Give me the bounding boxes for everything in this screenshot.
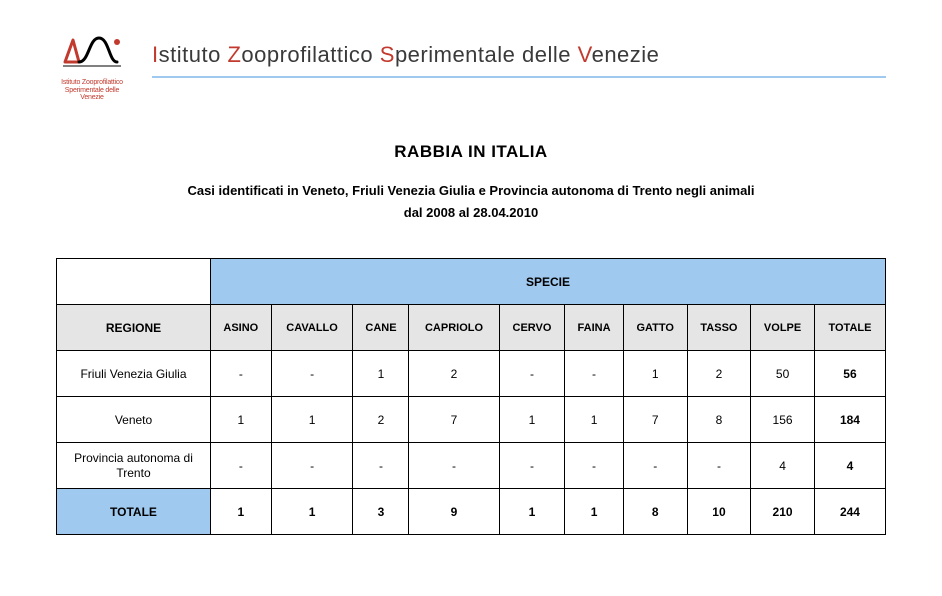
region-name: Friuli Venezia Giulia bbox=[57, 351, 211, 397]
cell: - bbox=[271, 443, 353, 489]
data-table: SPECIE REGIONE ASINO CAVALLO CANE CAPRIO… bbox=[56, 258, 886, 535]
col-asino: ASINO bbox=[211, 305, 272, 351]
total-cell: 9 bbox=[409, 489, 499, 535]
org-title: Istituto Zooprofilattico Sperimentale de… bbox=[152, 42, 886, 68]
total-cell: 3 bbox=[353, 489, 409, 535]
cell: - bbox=[271, 351, 353, 397]
header-regione: REGIONE bbox=[57, 305, 211, 351]
col-gatto: GATTO bbox=[623, 305, 687, 351]
cell: 1 bbox=[271, 397, 353, 443]
cell: 1 bbox=[565, 397, 623, 443]
cell: 7 bbox=[409, 397, 499, 443]
total-label: TOTALE bbox=[57, 489, 211, 535]
header: Istituto Zooprofilattico Sperimentale de… bbox=[56, 28, 886, 102]
total-cell: 1 bbox=[271, 489, 353, 535]
cell: - bbox=[409, 443, 499, 489]
cell: - bbox=[565, 443, 623, 489]
cell: 2 bbox=[353, 397, 409, 443]
header-specie: SPECIE bbox=[211, 259, 886, 305]
logo-graphic bbox=[61, 28, 123, 70]
cell: - bbox=[211, 351, 272, 397]
org-underline bbox=[152, 76, 886, 78]
table-row: Friuli Venezia Giulia - - 1 2 - - 1 2 50… bbox=[57, 351, 886, 397]
col-totale: TOTALE bbox=[814, 305, 885, 351]
subtitle-line1: Casi identificati in Veneto, Friuli Vene… bbox=[187, 183, 754, 198]
total-cell: 8 bbox=[623, 489, 687, 535]
cell: 50 bbox=[751, 351, 815, 397]
cell: 2 bbox=[409, 351, 499, 397]
total-cell: 210 bbox=[751, 489, 815, 535]
total-cell: 1 bbox=[565, 489, 623, 535]
cell: - bbox=[687, 443, 750, 489]
org-title-wrap: Istituto Zooprofilattico Sperimentale de… bbox=[152, 28, 886, 78]
cell: 7 bbox=[623, 397, 687, 443]
table-header-row-2: REGIONE ASINO CAVALLO CANE CAPRIOLO CERV… bbox=[57, 305, 886, 351]
col-volpe: VOLPE bbox=[751, 305, 815, 351]
row-total: 4 bbox=[814, 443, 885, 489]
row-total: 56 bbox=[814, 351, 885, 397]
row-total: 184 bbox=[814, 397, 885, 443]
table-header-row-1: SPECIE bbox=[57, 259, 886, 305]
cell: 2 bbox=[687, 351, 750, 397]
total-cell: 1 bbox=[211, 489, 272, 535]
page-subtitle: Casi identificati in Veneto, Friuli Vene… bbox=[56, 180, 886, 224]
table-row: Veneto 1 1 2 7 1 1 7 8 156 184 bbox=[57, 397, 886, 443]
total-cell: 244 bbox=[814, 489, 885, 535]
cell: 156 bbox=[751, 397, 815, 443]
col-cervo: CERVO bbox=[499, 305, 565, 351]
subtitle-line2: dal 2008 al 28.04.2010 bbox=[404, 205, 538, 220]
cell: 8 bbox=[687, 397, 750, 443]
col-tasso: TASSO bbox=[687, 305, 750, 351]
cell: - bbox=[623, 443, 687, 489]
cell: 1 bbox=[211, 397, 272, 443]
region-name: Provincia autonoma di Trento bbox=[57, 443, 211, 489]
cell: - bbox=[565, 351, 623, 397]
table-row: Provincia autonoma di Trento - - - - - -… bbox=[57, 443, 886, 489]
cell: 1 bbox=[623, 351, 687, 397]
cell: - bbox=[499, 443, 565, 489]
logo: Istituto Zooprofilattico Sperimentale de… bbox=[56, 28, 128, 102]
cell: - bbox=[211, 443, 272, 489]
cell: - bbox=[499, 351, 565, 397]
cell: 1 bbox=[499, 397, 565, 443]
total-cell: 10 bbox=[687, 489, 750, 535]
cell: - bbox=[353, 443, 409, 489]
col-cavallo: CAVALLO bbox=[271, 305, 353, 351]
col-faina: FAINA bbox=[565, 305, 623, 351]
col-capriolo: CAPRIOLO bbox=[409, 305, 499, 351]
cell: 4 bbox=[751, 443, 815, 489]
page: Istituto Zooprofilattico Sperimentale de… bbox=[0, 0, 942, 596]
col-cane: CANE bbox=[353, 305, 409, 351]
cell: 1 bbox=[353, 351, 409, 397]
logo-caption: Istituto Zooprofilattico Sperimentale de… bbox=[56, 79, 128, 102]
page-title: RABBIA IN ITALIA bbox=[56, 142, 886, 162]
header-blank bbox=[57, 259, 211, 305]
region-name: Veneto bbox=[57, 397, 211, 443]
total-cell: 1 bbox=[499, 489, 565, 535]
logo-caption-line1: Istituto Zooprofilattico bbox=[61, 79, 123, 86]
table-total-row: TOTALE 1 1 3 9 1 1 8 10 210 244 bbox=[57, 489, 886, 535]
logo-caption-line2: Sperimentale delle Venezie bbox=[65, 87, 119, 102]
